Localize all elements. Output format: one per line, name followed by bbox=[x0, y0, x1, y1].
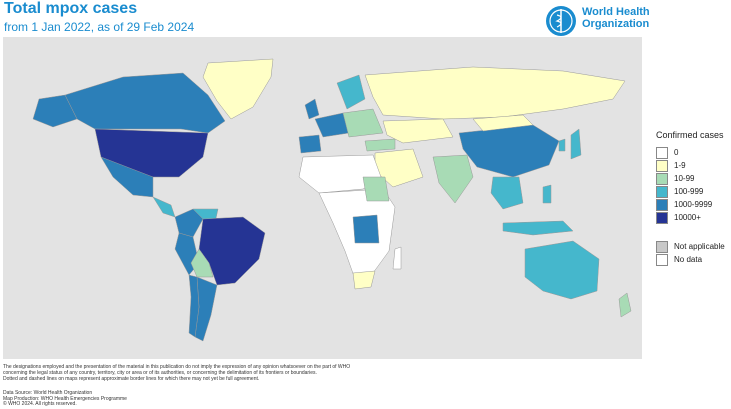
legend-swatch bbox=[656, 159, 668, 172]
who-logo-text: World Health Organization bbox=[582, 6, 650, 30]
mongolia bbox=[472, 114, 534, 132]
world-map bbox=[3, 37, 642, 359]
legend-label: 1000-9999 bbox=[674, 200, 713, 209]
legend-item: 100-999 bbox=[656, 185, 703, 198]
who-logo bbox=[546, 6, 576, 36]
philippines bbox=[542, 184, 552, 204]
india bbox=[432, 154, 474, 204]
legend-label: 10000+ bbox=[674, 213, 701, 222]
korea bbox=[558, 138, 566, 152]
legend-item: 1000-9999 bbox=[656, 198, 712, 211]
uk bbox=[304, 98, 320, 120]
legend-title: Confirmed cases bbox=[656, 130, 724, 140]
sudan bbox=[362, 176, 390, 202]
indonesia bbox=[502, 220, 574, 236]
mexico bbox=[100, 156, 154, 198]
madagascar bbox=[392, 246, 402, 270]
map-title: Total mpox cases bbox=[4, 0, 138, 17]
legend-swatch bbox=[656, 211, 668, 224]
legend-label: 0 bbox=[674, 148, 679, 157]
legend-item-extra: No data bbox=[656, 253, 702, 266]
legend-swatch bbox=[656, 253, 668, 266]
japan bbox=[570, 128, 582, 160]
russia bbox=[364, 66, 626, 120]
bolivia bbox=[190, 248, 214, 278]
south-africa bbox=[352, 270, 376, 290]
chile bbox=[188, 274, 200, 338]
legend-swatch bbox=[656, 146, 668, 159]
iberia bbox=[298, 134, 322, 154]
legend-item: 0 bbox=[656, 146, 678, 159]
alaska bbox=[32, 94, 78, 128]
central-asia bbox=[382, 118, 454, 144]
china bbox=[458, 124, 560, 178]
legend-item: 10-99 bbox=[656, 172, 694, 185]
footer: Data Source: World Health Organization M… bbox=[3, 390, 127, 407]
greenland bbox=[202, 58, 274, 120]
legend-label: No data bbox=[674, 255, 703, 264]
scandinavia bbox=[336, 74, 366, 110]
legend-label: 100-999 bbox=[674, 187, 704, 196]
legend-swatch bbox=[656, 240, 668, 253]
legend-swatch bbox=[656, 185, 668, 198]
disclaimer: The designations employed and the presen… bbox=[3, 364, 351, 382]
legend-label: 1-9 bbox=[674, 161, 686, 170]
legend-item: 1-9 bbox=[656, 159, 686, 172]
legend-item: 10000+ bbox=[656, 211, 701, 224]
legend-item-extra: Not applicable bbox=[656, 240, 725, 253]
legend-swatch bbox=[656, 172, 668, 185]
colombia bbox=[174, 208, 204, 238]
australia bbox=[524, 240, 600, 300]
drc bbox=[352, 214, 380, 244]
legend-swatch bbox=[656, 198, 668, 211]
eastern-europe bbox=[342, 108, 384, 138]
africa-north bbox=[298, 154, 382, 194]
turkey bbox=[364, 138, 396, 152]
southeast-asia bbox=[490, 176, 524, 210]
legend-label: 10-99 bbox=[674, 174, 695, 183]
map-subtitle: from 1 Jan 2022, as of 29 Feb 2024 bbox=[4, 20, 195, 34]
new-zealand bbox=[618, 292, 632, 318]
legend-label: Not applicable bbox=[674, 242, 725, 251]
